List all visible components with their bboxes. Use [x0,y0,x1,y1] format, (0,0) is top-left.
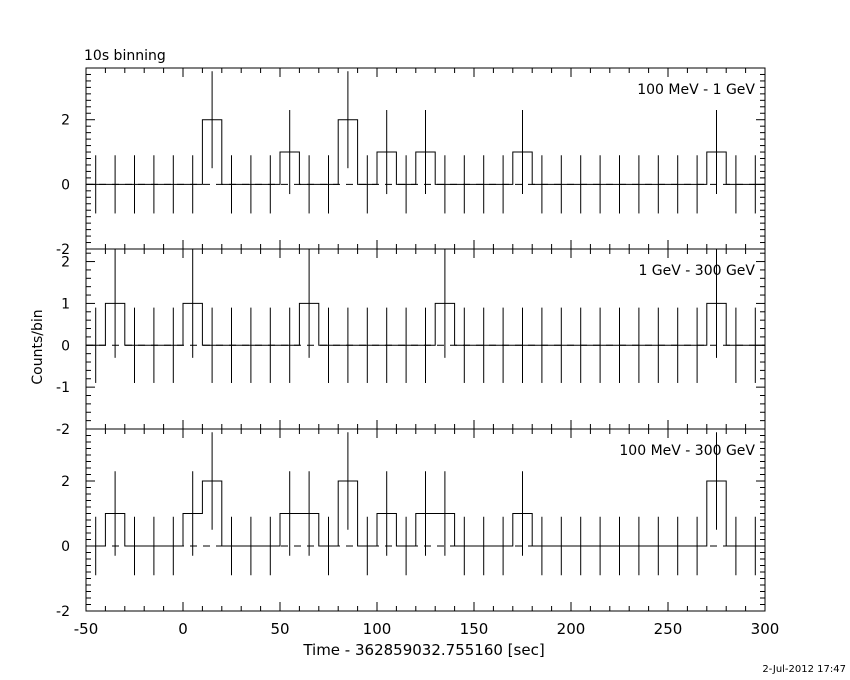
chart-title: 10s binning [84,48,166,64]
panel-label: 100 MeV - 300 GeV [619,443,755,459]
x-tick-label: 250 [654,620,683,638]
x-tick-label: 200 [557,620,586,638]
panel-1: -2 0 2 100 MeV - 1 GeV [56,67,766,258]
y-tick-label: 2 [61,255,70,271]
x-tick-label: 50 [270,620,289,638]
y-axis-label: Counts/bin [30,309,46,384]
panel-2: -2 -1 0 1 2 1 GeV - 300 GeV [56,248,766,438]
x-tick-label: -50 [74,620,99,638]
panel-3: -2 0 2 100 MeV - 300 GeV -50 0 50 100 150 200 250 3… [56,428,780,638]
y-tick-label: 2 [61,474,70,490]
histogram-line [86,480,765,547]
y-tick-label: -2 [56,242,70,258]
panels-group: -2 0 2 100 MeV - 1 GeV -2 -1 0 1 2 1 GeV - 300 Ge… [56,67,780,638]
y-tick-label: -2 [56,604,70,620]
y-tick-label: -2 [56,422,70,438]
x-axis-label: Time - 362859032.755160 [sec] [302,641,544,659]
panel-label: 1 GeV - 300 GeV [638,263,755,279]
y-tick-label: 0 [61,539,70,555]
y-tick-label: -1 [56,380,70,396]
panel-label: 100 MeV - 1 GeV [637,82,755,98]
x-tick-label: 0 [178,620,188,638]
x-tick-label: 300 [751,620,780,638]
x-tick-label: 150 [460,620,489,638]
y-tick-label: 0 [61,177,70,193]
y-tick-label: 0 [61,338,70,354]
y-tick-label: 2 [61,113,70,129]
timestamp-footer: 2-Jul-2012 17:47 [762,664,846,675]
y-tick-label: 1 [61,296,70,312]
x-tick-label: 100 [363,620,392,638]
